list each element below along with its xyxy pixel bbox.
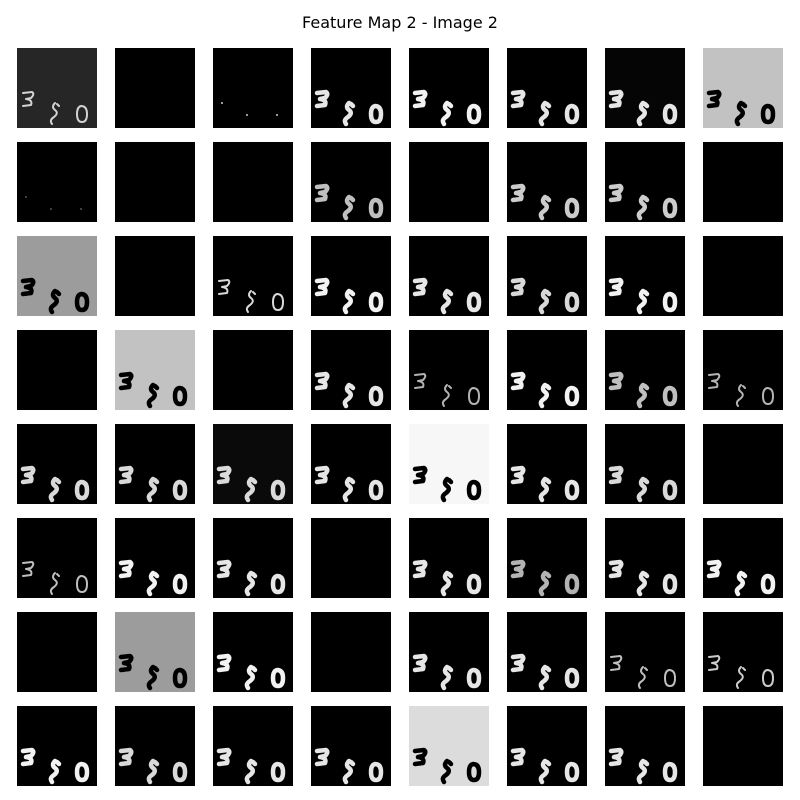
feature-map-tile: [115, 236, 195, 316]
feature-map-tile: [311, 330, 391, 410]
feature-map-tile: [311, 612, 391, 692]
figure-title: Feature Map 2 - Image 2: [302, 13, 498, 32]
feature-map-tile: [311, 48, 391, 128]
feature-map-tile: [17, 706, 97, 786]
feature-map-tile: [213, 706, 293, 786]
feature-map-tile: [213, 518, 293, 598]
feature-map-tile: [213, 330, 293, 410]
feature-map-tile: [507, 48, 587, 128]
feature-map-tile: [213, 48, 293, 128]
feature-map-tile: [409, 330, 489, 410]
feature-map-tile: [409, 424, 489, 504]
feature-map-tile: [17, 424, 97, 504]
feature-map-tile: [605, 236, 685, 316]
feature-map-tile: [213, 612, 293, 692]
feature-map-tile: [507, 330, 587, 410]
feature-map-tile: [605, 706, 685, 786]
feature-map-tile: [409, 706, 489, 786]
feature-map-tile: [703, 142, 783, 222]
feature-map-tile: [311, 142, 391, 222]
feature-map-tile: [17, 330, 97, 410]
feature-map-tile: [605, 48, 685, 128]
feature-map-tile: [115, 424, 195, 504]
feature-map-tile: [605, 330, 685, 410]
feature-map-tile: [507, 236, 587, 316]
feature-map-tile: [213, 424, 293, 504]
feature-map-tile: [703, 706, 783, 786]
feature-map-tile: [409, 518, 489, 598]
feature-map-tile: [115, 518, 195, 598]
feature-map-tile: [17, 236, 97, 316]
feature-map-tile: [115, 48, 195, 128]
feature-map-tile: [311, 424, 391, 504]
feature-map-tile: [605, 142, 685, 222]
feature-map-tile: [703, 330, 783, 410]
feature-map-tile: [703, 48, 783, 128]
feature-map-tile: [703, 236, 783, 316]
feature-map-tile: [17, 612, 97, 692]
feature-map-tile: [605, 424, 685, 504]
feature-map-tile: [115, 330, 195, 410]
feature-map-tile: [213, 142, 293, 222]
feature-map-tile: [507, 142, 587, 222]
feature-map-tile: [311, 706, 391, 786]
feature-map-tile: [605, 518, 685, 598]
feature-map-tile: [507, 612, 587, 692]
feature-map-tile: [507, 706, 587, 786]
feature-map-tile: [507, 518, 587, 598]
feature-map-tile: [703, 424, 783, 504]
feature-map-tile: [311, 236, 391, 316]
feature-map-tile: [409, 142, 489, 222]
feature-map-tile: [115, 612, 195, 692]
feature-map-tile: [703, 612, 783, 692]
feature-map-tile: [703, 518, 783, 598]
feature-map-tile: [115, 706, 195, 786]
feature-map-tile: [409, 612, 489, 692]
feature-map-tile: [605, 612, 685, 692]
feature-map-tile: [311, 518, 391, 598]
feature-map-tile: [17, 142, 97, 222]
feature-map-tile: [507, 424, 587, 504]
feature-map-tile: [409, 236, 489, 316]
feature-map-tile: [213, 236, 293, 316]
feature-map-tile: [17, 518, 97, 598]
feature-map-tile: [17, 48, 97, 128]
feature-map-tile: [115, 142, 195, 222]
feature-map-tile: [409, 48, 489, 128]
